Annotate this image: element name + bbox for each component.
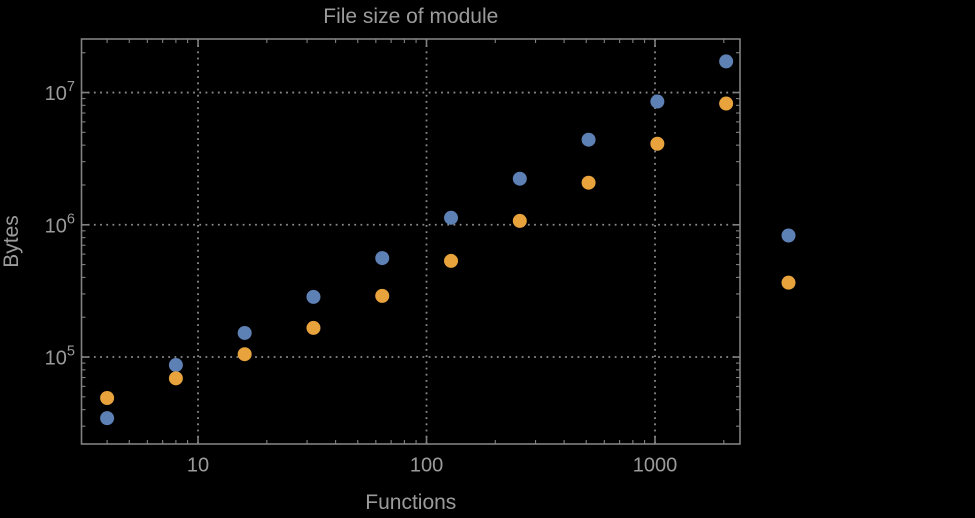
x-axis-label: Functions — [365, 491, 456, 513]
x-tick-label: 10 — [187, 455, 209, 477]
data-point-blue — [719, 54, 734, 69]
data-point-blue — [650, 94, 665, 109]
data-point-orange — [168, 371, 183, 386]
data-point-orange — [781, 275, 796, 290]
tick-layer — [81, 39, 740, 444]
data-point-layer — [100, 54, 796, 426]
data-point-orange — [375, 288, 390, 303]
data-point-blue — [237, 325, 252, 340]
chart-title: File size of module — [323, 5, 498, 28]
data-point-orange — [237, 347, 252, 362]
data-point-orange — [512, 213, 527, 228]
data-point-blue — [168, 358, 183, 373]
y-tick-label: 107 — [45, 79, 75, 105]
data-point-blue — [581, 132, 596, 147]
data-point-blue — [375, 251, 390, 266]
y-tick-label: 105 — [45, 344, 75, 370]
data-point-orange — [444, 253, 459, 268]
data-point-orange — [100, 391, 115, 406]
data-point-orange — [306, 320, 321, 335]
data-point-orange — [581, 175, 596, 190]
data-point-blue — [444, 210, 459, 225]
y-tick-label: 106 — [45, 211, 75, 237]
grid-layer — [81, 39, 740, 444]
data-point-blue — [781, 228, 796, 243]
x-tick-label: 1000 — [633, 455, 678, 477]
data-point-blue — [100, 411, 115, 426]
x-tick-label: 100 — [410, 455, 443, 477]
plot-frame — [80, 38, 741, 445]
y-axis-label: Bytes — [0, 215, 23, 268]
data-point-blue — [512, 171, 527, 186]
data-point-blue — [306, 289, 321, 304]
data-point-orange — [650, 136, 665, 151]
frame-layer — [80, 38, 741, 445]
data-point-orange — [719, 96, 734, 111]
tick-label-layer: 10 100 1000 105 106 107 — [45, 79, 678, 476]
